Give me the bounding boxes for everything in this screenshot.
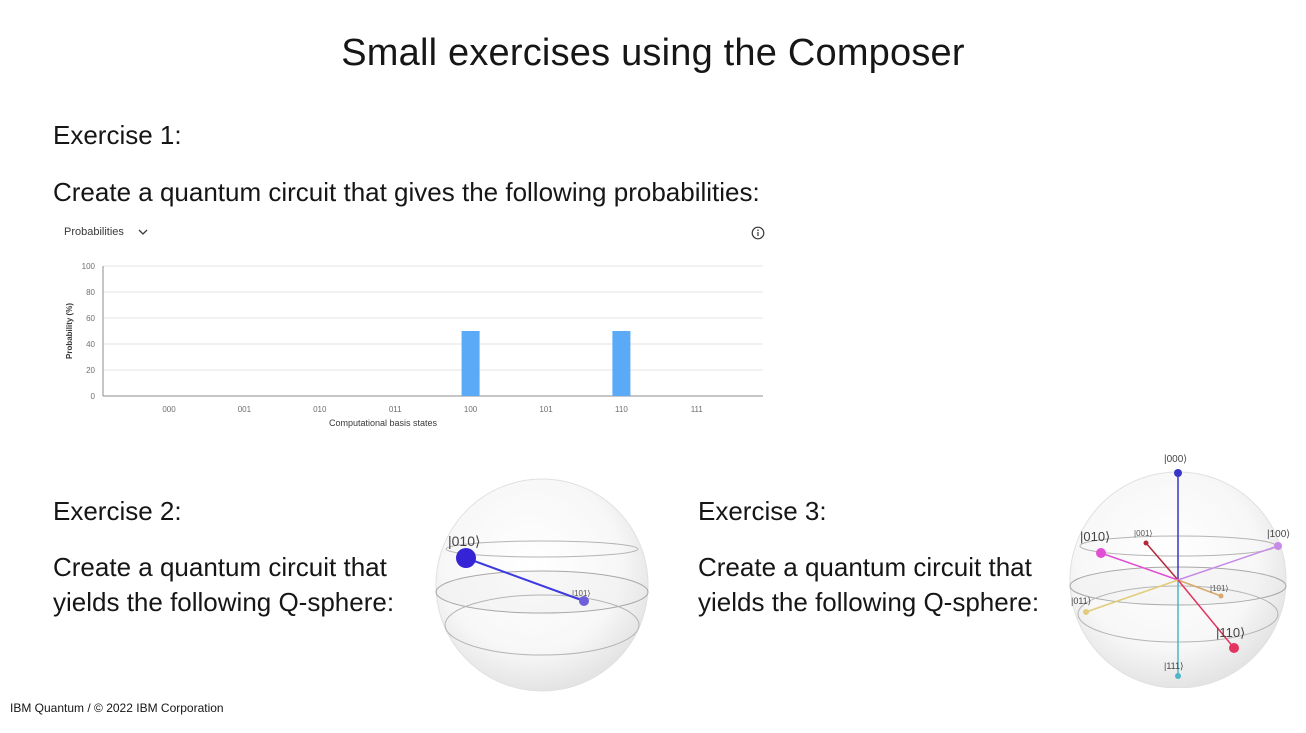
state-label-101: |101⟩	[1210, 584, 1229, 593]
exercise-2-heading: Exercise 2:	[53, 496, 182, 526]
x-tick-label-110: 110	[615, 405, 628, 414]
latitude-ring-top	[445, 540, 639, 558]
exercise-1-text: Create a quantum circuit that gives the …	[53, 177, 760, 207]
state-vector-line	[465, 557, 585, 602]
probabilities-dropdown[interactable]: Probabilities	[64, 226, 148, 238]
bar-100	[461, 331, 480, 396]
y-tick-label-60: 60	[86, 314, 95, 323]
state-label-110: |110⟩	[1216, 625, 1245, 640]
x-tick-label-010: 010	[313, 405, 327, 414]
state-label-010: |010⟩	[448, 533, 480, 549]
chevron-down-icon	[138, 229, 148, 235]
y-axis-label: Probability (%)	[65, 303, 74, 359]
footer-copyright: IBM Quantum / © 2022 IBM Corporation	[10, 701, 224, 715]
state-marker-101	[1218, 593, 1224, 599]
vector-001	[1145, 542, 1179, 581]
state-label-000: |000⟩	[1164, 454, 1187, 465]
exercise-1-heading: Exercise 1:	[53, 120, 182, 150]
slide-title: Small exercises using the Composer	[341, 32, 965, 74]
exercise-2-text: Create a quantum circuit that yields the…	[53, 552, 395, 617]
state-label-100: |100⟩	[1267, 529, 1290, 540]
vector-110	[1177, 579, 1235, 649]
info-icon[interactable]	[751, 226, 765, 245]
probability-chart: 0 20 40 60 80 100 000 001 010 011 100 101 110 111 Comp…	[65, 262, 763, 428]
y-tick-label-100: 100	[82, 262, 96, 271]
y-tick-label-40: 40	[86, 340, 95, 349]
y-tick-label-0: 0	[91, 392, 96, 401]
state-marker-011	[1083, 609, 1089, 615]
x-tick-label-111: 111	[691, 405, 704, 414]
state-marker-010	[456, 548, 476, 568]
state-marker-100	[1274, 542, 1282, 550]
state-label-001: |001⟩	[1134, 529, 1153, 538]
equator-ring	[435, 570, 649, 614]
vector-100	[1177, 545, 1279, 581]
x-tick-label-001: 001	[238, 405, 252, 414]
x-tick-label-000: 000	[162, 405, 176, 414]
exercise-3-heading: Exercise 3:	[698, 496, 827, 526]
probabilities-dropdown-label: Probabilities	[64, 226, 124, 238]
qsphere-exercise-2: |010⟩ |101⟩	[435, 478, 649, 692]
state-label-111: |111⟩	[1164, 661, 1184, 671]
state-marker-101	[579, 596, 589, 606]
state-label-101: |101⟩	[572, 589, 591, 598]
x-axis-label: Computational basis states	[329, 418, 438, 428]
y-tick-label-20: 20	[86, 366, 95, 375]
probabilities-panel: 0 20 40 60 80 100 000 001 010 011 100 101 110 111 Comp…	[55, 222, 779, 432]
bar-110	[612, 331, 631, 396]
vector-010	[1100, 552, 1179, 581]
vector-101	[1177, 579, 1222, 597]
latitude-ring-bottom	[444, 594, 640, 656]
state-marker-010	[1096, 548, 1106, 558]
vector-011	[1085, 579, 1179, 613]
state-marker-111	[1175, 673, 1181, 679]
x-tick-label-100: 100	[464, 405, 478, 414]
qsphere-exercise-3: |000⟩ |001⟩ |010⟩ |100⟩ |011⟩ |101⟩ |110…	[1069, 454, 1290, 688]
state-label-010: |010⟩	[1080, 529, 1110, 544]
state-marker-000	[1174, 469, 1182, 477]
exercise-3-text: Create a quantum circuit that yields the…	[698, 552, 1040, 617]
state-label-011: |011⟩	[1071, 596, 1091, 606]
x-tick-label-101: 101	[539, 405, 553, 414]
x-tick-label-011: 011	[389, 405, 402, 414]
state-marker-001	[1143, 540, 1149, 546]
state-marker-110	[1229, 643, 1239, 653]
y-tick-label-80: 80	[86, 288, 95, 297]
